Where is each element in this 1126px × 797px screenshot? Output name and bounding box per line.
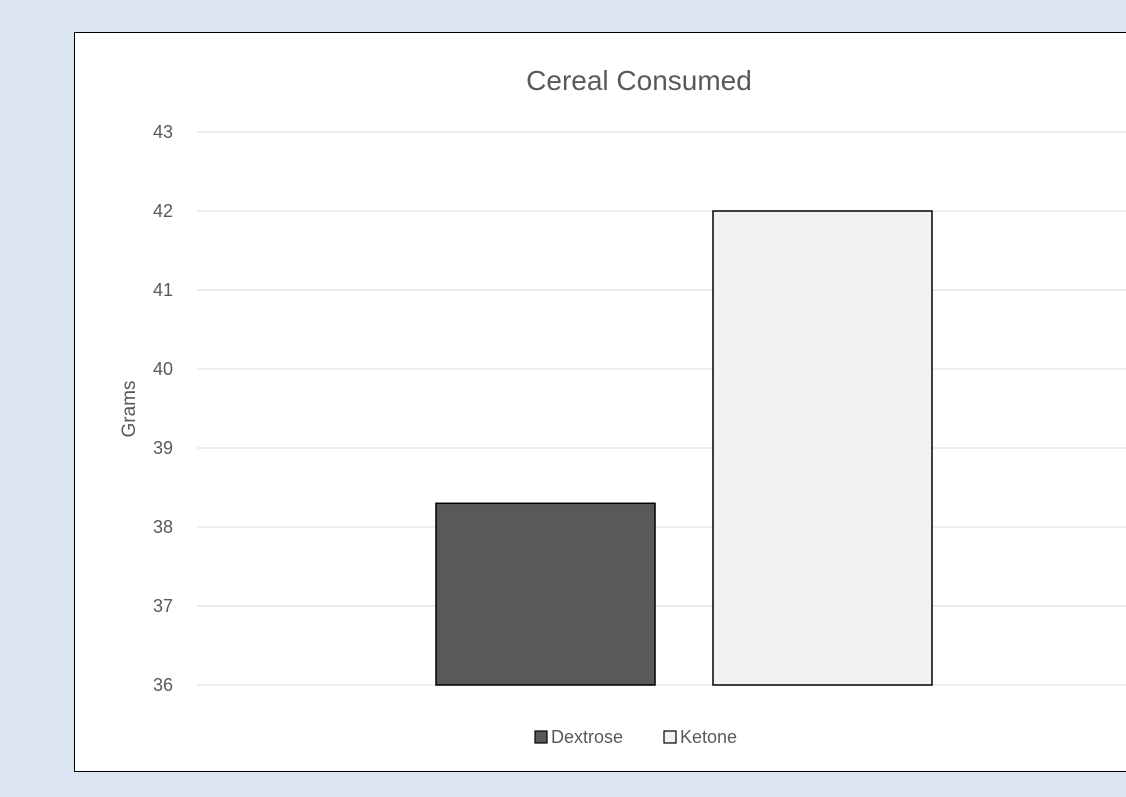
bar-chart: 36 37 38 39 40 41 42 43 Cereal Consumed Grams D… [119,65,1126,747]
y-tick-label: 36 [153,675,173,695]
y-axis-title: Grams [119,381,140,438]
bars [435,210,933,686]
y-tick-label: 42 [153,201,173,221]
legend-label-dextrose: Dextrose [551,727,623,747]
bar-dextrose [435,502,656,686]
y-tick-label: 43 [153,122,173,142]
legend: Dextrose Ketone [534,727,737,747]
y-tick-labels: 36 37 38 39 40 41 42 43 [153,122,173,695]
y-tick-label: 40 [153,359,173,379]
y-tick-label: 37 [153,596,173,616]
y-tick-label: 39 [153,438,173,458]
chart-frame: 36 37 38 39 40 41 42 43 Cereal Consumed Grams D… [74,32,1126,772]
legend-swatch-dextrose [534,730,548,744]
chart-title: Cereal Consumed [526,65,752,96]
bar-ketone [712,210,933,686]
y-tick-label: 38 [153,517,173,537]
y-tick-label: 41 [153,280,173,300]
legend-swatch-ketone [663,730,677,744]
gridlines [197,131,1126,686]
legend-label-ketone: Ketone [680,727,737,747]
